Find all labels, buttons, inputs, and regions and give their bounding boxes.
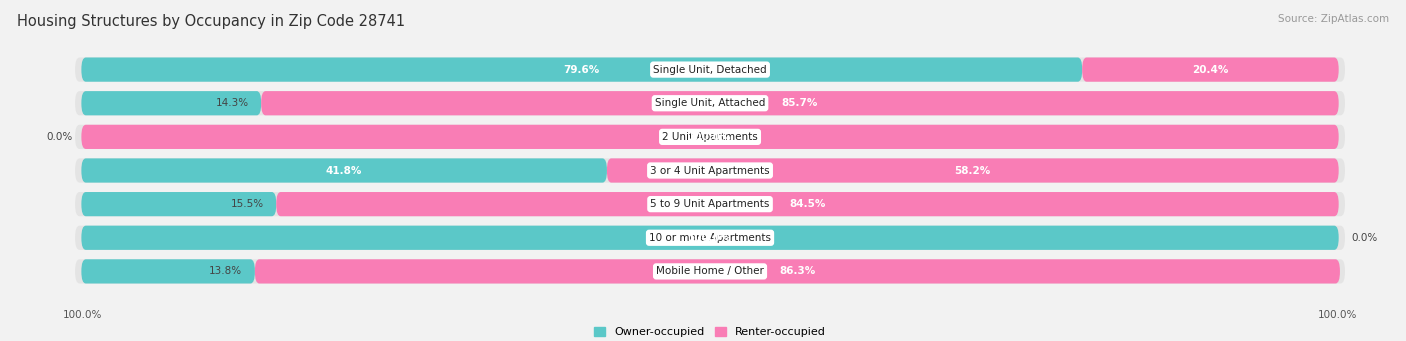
FancyBboxPatch shape	[262, 91, 1339, 115]
Text: 84.5%: 84.5%	[789, 199, 825, 209]
Text: 0.0%: 0.0%	[46, 132, 73, 142]
FancyBboxPatch shape	[75, 58, 1346, 82]
Text: 5 to 9 Unit Apartments: 5 to 9 Unit Apartments	[651, 199, 769, 209]
Text: 13.8%: 13.8%	[209, 266, 242, 277]
Text: 2 Unit Apartments: 2 Unit Apartments	[662, 132, 758, 142]
Text: 14.3%: 14.3%	[215, 98, 249, 108]
Text: 20.4%: 20.4%	[1192, 64, 1229, 75]
FancyBboxPatch shape	[82, 58, 1083, 82]
FancyBboxPatch shape	[82, 192, 276, 216]
FancyBboxPatch shape	[607, 158, 1339, 183]
FancyBboxPatch shape	[75, 192, 1346, 216]
FancyBboxPatch shape	[75, 125, 1346, 149]
Text: 79.6%: 79.6%	[564, 64, 600, 75]
Text: Housing Structures by Occupancy in Zip Code 28741: Housing Structures by Occupancy in Zip C…	[17, 14, 405, 29]
FancyBboxPatch shape	[82, 259, 254, 283]
FancyBboxPatch shape	[1083, 58, 1339, 82]
Text: 41.8%: 41.8%	[326, 165, 363, 176]
FancyBboxPatch shape	[82, 125, 1339, 149]
Legend: Owner-occupied, Renter-occupied: Owner-occupied, Renter-occupied	[589, 323, 831, 341]
Text: 10 or more Apartments: 10 or more Apartments	[650, 233, 770, 243]
FancyBboxPatch shape	[75, 259, 1346, 283]
FancyBboxPatch shape	[82, 158, 607, 183]
Text: 0.0%: 0.0%	[1351, 233, 1378, 243]
Text: 15.5%: 15.5%	[231, 199, 264, 209]
Text: Single Unit, Detached: Single Unit, Detached	[654, 64, 766, 75]
Text: 3 or 4 Unit Apartments: 3 or 4 Unit Apartments	[650, 165, 770, 176]
FancyBboxPatch shape	[75, 226, 1346, 250]
FancyBboxPatch shape	[75, 158, 1346, 183]
Text: 58.2%: 58.2%	[955, 165, 991, 176]
Text: 100.0%: 100.0%	[689, 233, 731, 243]
FancyBboxPatch shape	[82, 226, 1339, 250]
FancyBboxPatch shape	[75, 91, 1346, 115]
FancyBboxPatch shape	[276, 192, 1339, 216]
Text: 100.0%: 100.0%	[62, 310, 101, 320]
FancyBboxPatch shape	[82, 91, 262, 115]
Text: 86.3%: 86.3%	[779, 266, 815, 277]
Text: Source: ZipAtlas.com: Source: ZipAtlas.com	[1278, 14, 1389, 24]
Text: 85.7%: 85.7%	[782, 98, 818, 108]
Text: 100.0%: 100.0%	[689, 132, 731, 142]
Text: Mobile Home / Other: Mobile Home / Other	[657, 266, 763, 277]
FancyBboxPatch shape	[254, 259, 1340, 283]
Text: Single Unit, Attached: Single Unit, Attached	[655, 98, 765, 108]
Text: 100.0%: 100.0%	[1319, 310, 1358, 320]
